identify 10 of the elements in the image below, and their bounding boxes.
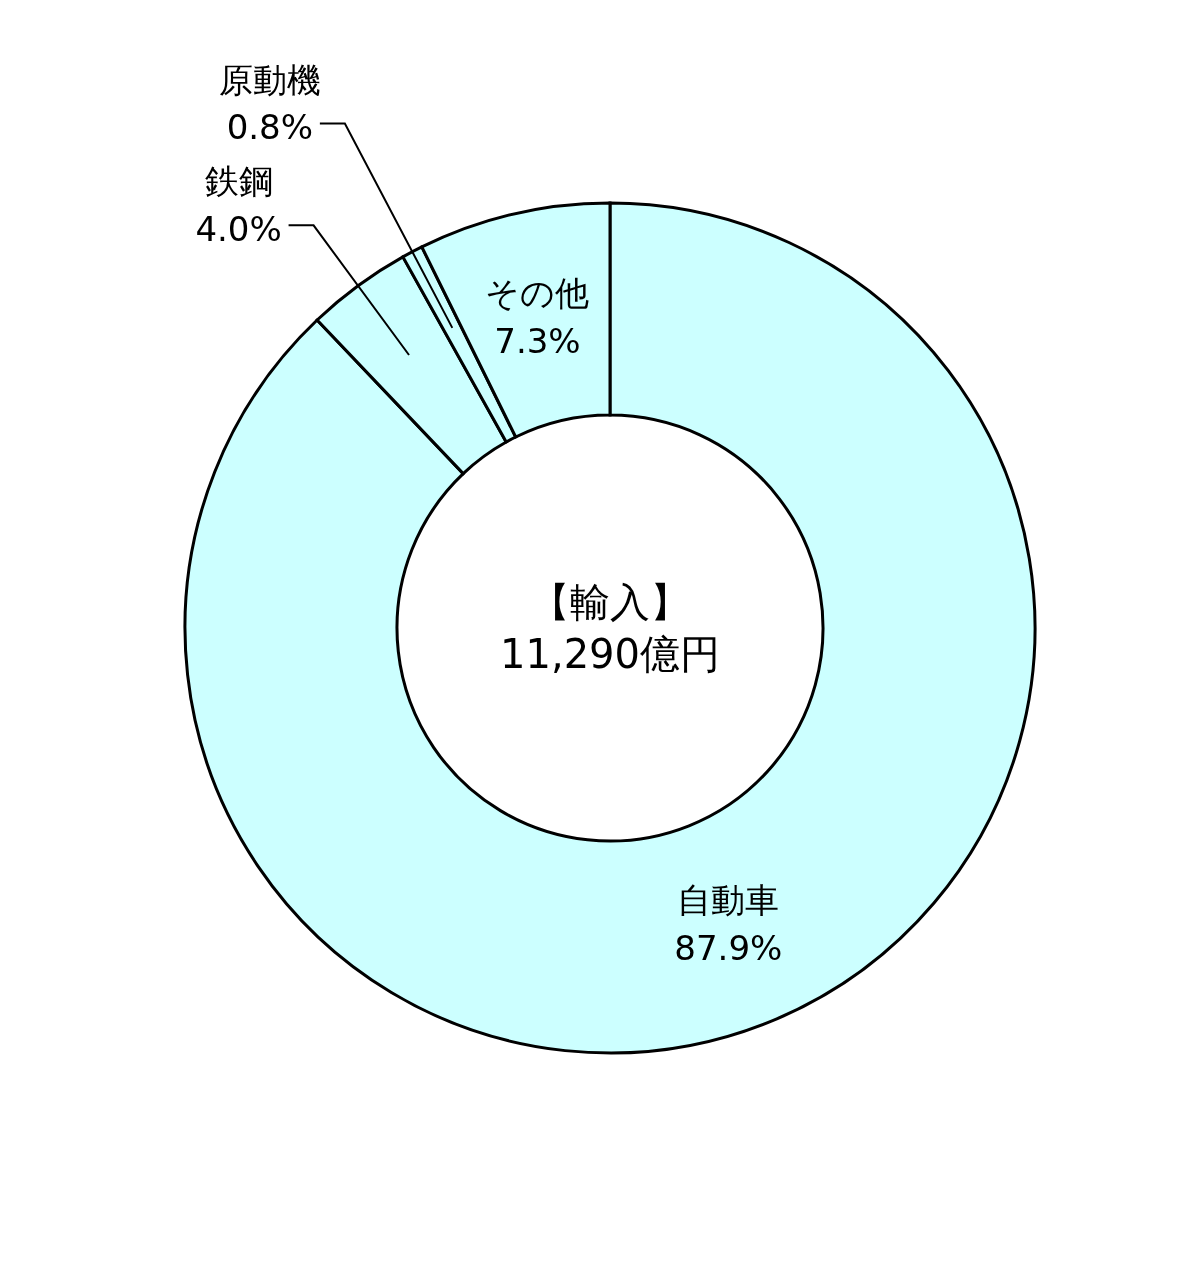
text: 11,290億円 <box>500 631 720 677</box>
slice-label: 自動車 <box>677 880 780 921</box>
data-label: 7.3% <box>494 321 581 362</box>
data-label: 0.8% <box>226 107 314 148</box>
slice-label: 鉄鋼 <box>204 161 273 202</box>
data-label: 4.0% <box>195 209 282 250</box>
slice-label: 原動機 <box>218 59 321 100</box>
data-label: 87.9% <box>674 927 783 968</box>
slice-label: その他 <box>485 273 590 314</box>
text: 【輸入】 <box>530 579 690 625</box>
